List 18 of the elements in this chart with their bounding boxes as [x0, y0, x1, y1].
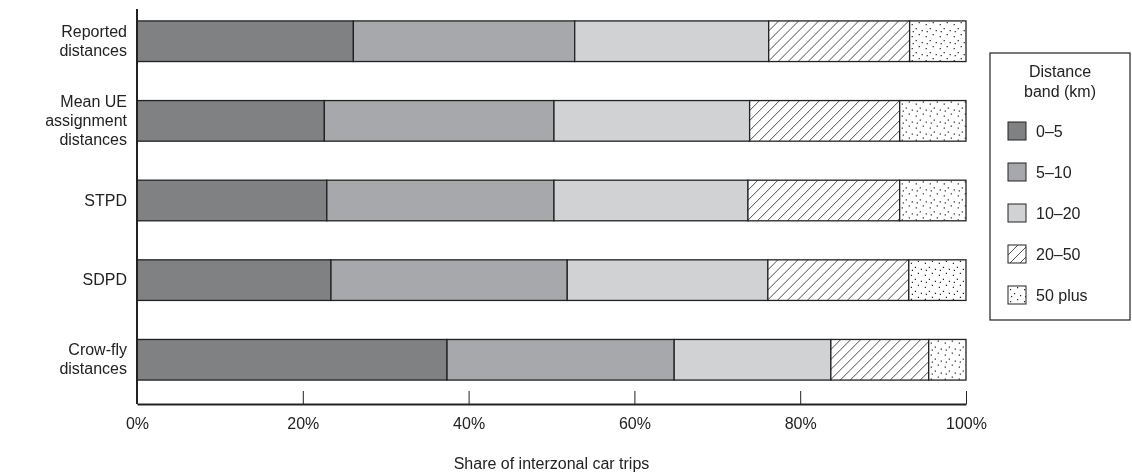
- x-axis-title: Share of interzonal car trips: [453, 455, 650, 472]
- y-tick-label: Mean UE assignment distances: [45, 92, 128, 148]
- legend-label: 0–5: [1036, 123, 1063, 140]
- x-tick-label: 60%: [618, 415, 651, 433]
- x-tick-label: 100%: [946, 415, 987, 433]
- x-tick-label: 80%: [784, 415, 817, 433]
- x-tick-label: 0%: [125, 415, 150, 433]
- legend-title: Distance band (km): [1023, 63, 1097, 100]
- legend-label: 50 plus: [1036, 287, 1088, 304]
- y-tick-label: Crow-fly distances: [59, 341, 127, 378]
- y-tick-label: STPD: [84, 191, 127, 209]
- legend-label: 20–50: [1036, 246, 1081, 263]
- y-tick-label: SDPD: [82, 271, 127, 289]
- legend-label: 10–20: [1036, 205, 1081, 222]
- legend-label: 5–10: [1036, 164, 1072, 181]
- y-tick-label: Reported distances: [59, 22, 127, 59]
- x-tick-label: 40%: [453, 415, 486, 433]
- x-tick-label: 20%: [287, 415, 320, 433]
